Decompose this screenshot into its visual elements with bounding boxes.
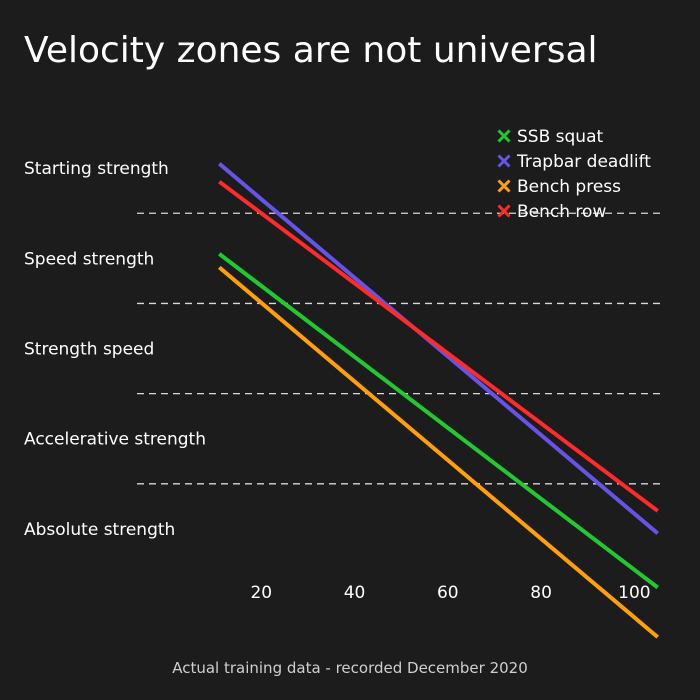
x-axis-ticks: 20 40 60 80 100 [250,583,650,603]
legend: SSB squat Trapbar deadlift Bench press Benc… [497,127,651,222]
legend-label: SSB squat [517,127,603,147]
x-tick-label: 60 [437,583,459,603]
zone-boundaries [137,212,660,485]
chart-footer: Actual training data - recorded December… [172,659,528,677]
legend-item: SSB squat [497,127,603,147]
zone-labels: Starting strength Speed strength Strength … [24,159,206,540]
x-tick-label: 40 [344,583,366,603]
series-line-bench-row [218,180,659,513]
legend-marker-x-icon [497,129,511,143]
x-tick-label: 20 [250,583,272,603]
zone-label: Speed strength [24,249,154,269]
legend-marker-x-icon [497,204,511,218]
legend-item: Bench row [497,202,606,222]
zone-label: Starting strength [24,159,169,179]
zone-label: Accelerative strength [24,430,206,450]
chart-title: Velocity zones are not universal [24,30,598,71]
series-line-ssb-squat [218,252,659,590]
legend-label: Bench row [517,202,606,222]
legend-marker-x-icon [497,179,511,193]
legend-marker-x-icon [497,154,511,168]
legend-label: Trapbar deadlift [516,152,651,172]
legend-label: Bench press [517,177,621,197]
x-tick-label: 80 [530,583,552,603]
legend-item: Trapbar deadlift [497,152,651,172]
legend-item: Bench press [497,177,621,197]
zone-label: Absolute strength [24,520,175,540]
x-tick-label: 100 [618,583,650,603]
series-lines [218,162,659,639]
series-line-bench-press [218,265,659,639]
zone-label: Strength speed [24,340,154,360]
